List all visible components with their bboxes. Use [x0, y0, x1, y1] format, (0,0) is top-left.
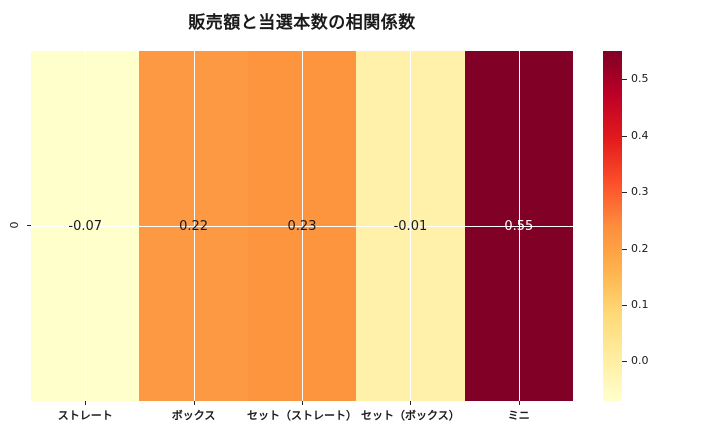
x-axis-tick-mark [410, 401, 412, 405]
colorbar-tick-label: 0.1 [631, 298, 649, 312]
heatmap: -0.07 0.22 0.23 -0.01 0.55 [31, 51, 574, 401]
colorbar-tick-mark [622, 135, 627, 137]
y-axis-tick-mark [27, 225, 31, 226]
x-axis-tick-mark [193, 401, 195, 405]
colorbar-tick-mark [622, 248, 627, 250]
colorbar-tick-mark [622, 79, 627, 81]
y-axis-tick-label: 0 [8, 221, 21, 229]
x-axis-tick-label: ミニ [507, 409, 530, 422]
heatmap-cell-value: 0.22 [179, 218, 209, 234]
heatmap-cell-0: -0.07 [31, 51, 140, 401]
heatmap-cell-2: 0.23 [247, 51, 357, 401]
x-axis-tick-mark [85, 401, 87, 405]
colorbar-tick-label: 0.0 [631, 354, 649, 368]
heatmap-cell-3: -0.01 [356, 51, 465, 401]
colorbar-gradient [603, 51, 622, 401]
x-axis-tick-label: セット（ボックス） [361, 409, 460, 422]
colorbar-tick-label: 0.3 [631, 185, 649, 199]
colorbar-tick-mark [622, 361, 627, 363]
heatmap-cell-4: 0.55 [464, 51, 574, 401]
x-axis-tick-label: ストレート [57, 409, 113, 422]
colorbar-tick-mark [622, 192, 627, 194]
heatmap-cell-value: 0.55 [504, 218, 534, 234]
colorbar-tick-label: 0.4 [631, 128, 649, 142]
colorbar-tick-mark [622, 305, 627, 307]
colorbar-tick-label: 0.5 [631, 72, 649, 86]
heatmap-cell-value: 0.23 [287, 218, 317, 234]
x-axis-tick-label: セット（ストレート） [247, 409, 357, 422]
x-axis-tick-mark [302, 401, 303, 405]
heatmap-cell-value: -0.07 [68, 218, 103, 234]
chart-title: 販売額と当選本数の相関係数 [188, 13, 416, 33]
x-axis-tick-mark [518, 401, 520, 405]
heatmap-cell-value: -0.01 [393, 218, 428, 234]
heatmap-cell-1: 0.22 [139, 51, 248, 401]
colorbar-tick-label: 0.2 [631, 241, 649, 255]
x-axis-tick-label: ボックス [171, 409, 216, 422]
